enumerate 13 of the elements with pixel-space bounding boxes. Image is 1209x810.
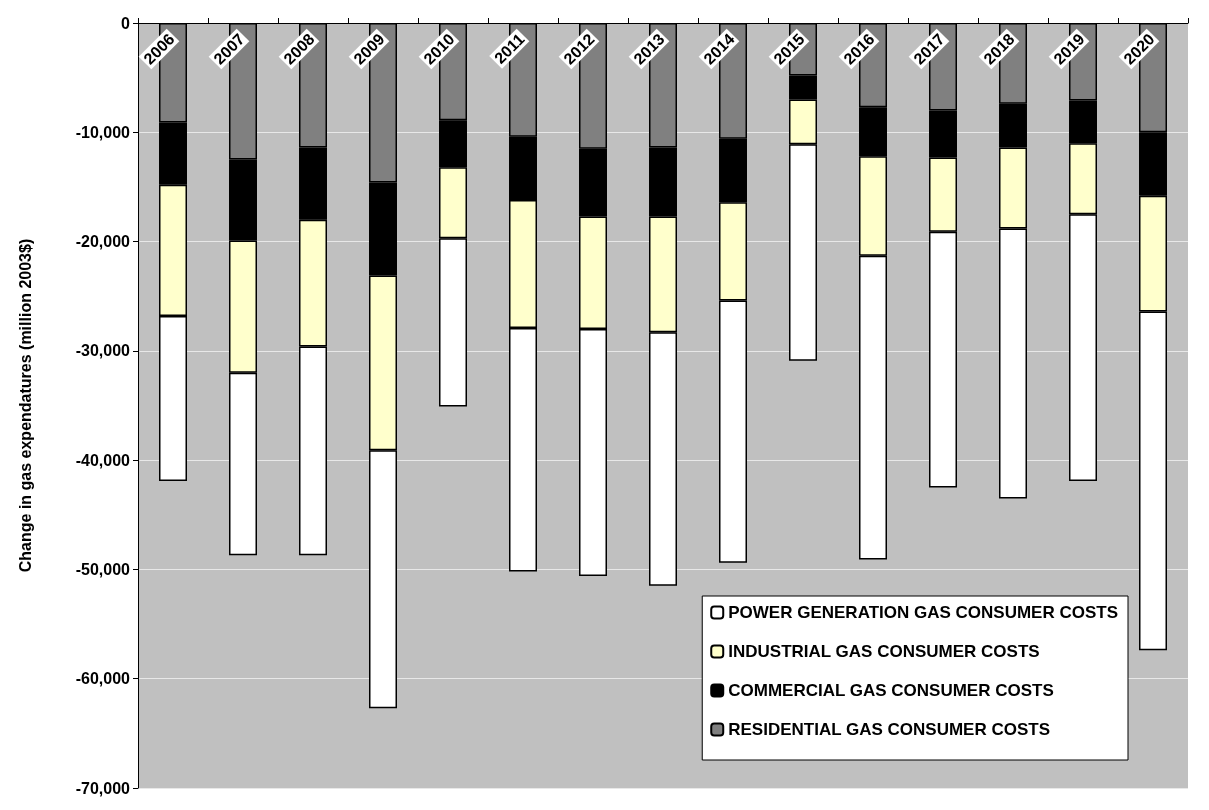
y-axis-title: Change in gas expendatures (million 2003$) — [16, 238, 34, 573]
y-tick-label: -60,000 — [75, 670, 131, 688]
legend-label: POWER GENERATION GAS CONSUMER COSTS — [728, 603, 1118, 622]
legend-label: INDUSTRIAL GAS CONSUMER COSTS — [728, 642, 1040, 661]
y-tick-label: -20,000 — [75, 233, 131, 251]
y-tick-label: -70,000 — [75, 779, 131, 797]
legend-label: RESIDENTIAL GAS CONSUMER COSTS — [728, 720, 1051, 739]
y-tick-label: -10,000 — [75, 123, 131, 141]
y-tick-label: 0 — [121, 14, 131, 32]
y-tick-label: -30,000 — [75, 342, 131, 360]
y-tick-label: -40,000 — [75, 451, 131, 469]
legend-label: COMMERCIAL GAS CONSUMER COSTS — [728, 681, 1054, 700]
y-tick-label: -50,000 — [75, 560, 131, 578]
